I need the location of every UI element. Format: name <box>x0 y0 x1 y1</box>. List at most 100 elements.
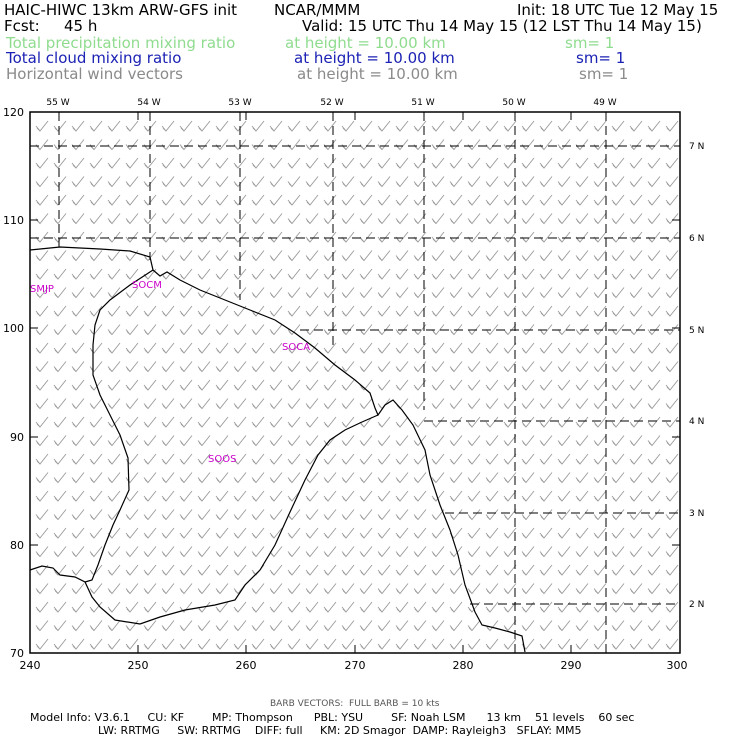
wind-barb <box>287 139 301 151</box>
wind-barb <box>647 435 661 447</box>
wind-barb <box>467 305 481 317</box>
wind-barb <box>593 398 607 410</box>
wind-barb <box>125 490 139 502</box>
wind-barb <box>215 398 229 410</box>
wind-barb <box>377 324 391 336</box>
wind-barb <box>251 453 265 465</box>
wind-barb <box>611 194 625 206</box>
wind-barb <box>593 157 607 169</box>
wind-barb <box>161 564 175 576</box>
wind-barb <box>305 342 319 354</box>
wind-barb <box>215 509 229 521</box>
wind-barb <box>341 601 355 613</box>
wind-barb <box>107 324 121 336</box>
wind-barb <box>143 416 157 428</box>
wind-barb <box>89 379 103 391</box>
wind-barb <box>485 453 499 465</box>
wind-barb <box>107 139 121 151</box>
wind-barb <box>359 620 373 632</box>
wind-barb <box>287 379 301 391</box>
wind-barb <box>647 268 661 280</box>
wind-barb <box>665 527 679 539</box>
wind-barb <box>647 250 661 262</box>
wind-barb <box>503 379 517 391</box>
wind-barb <box>161 435 175 447</box>
wind-barb <box>575 490 589 502</box>
wind-barb <box>107 213 121 225</box>
wind-barb <box>485 583 499 595</box>
wind-barb <box>251 435 265 447</box>
wind-barb <box>377 472 391 484</box>
wind-barb <box>611 305 625 317</box>
wind-barb <box>35 361 49 373</box>
wind-barb <box>107 398 121 410</box>
wind-barb <box>197 472 211 484</box>
wind-barb <box>89 231 103 243</box>
wind-barb <box>503 638 517 650</box>
wind-barb <box>431 287 445 299</box>
wind-barb <box>305 583 319 595</box>
wind-barb <box>611 564 625 576</box>
wind-barb <box>431 564 445 576</box>
wind-barb <box>107 194 121 206</box>
wind-barb <box>323 620 337 632</box>
wind-barb <box>467 490 481 502</box>
station-label: SOCM <box>132 280 162 291</box>
wind-barb <box>323 305 337 317</box>
wind-barb <box>359 176 373 188</box>
x-tick-label: 280 <box>453 659 474 672</box>
wind-barb <box>71 398 85 410</box>
wind-barb <box>197 194 211 206</box>
wind-barb <box>593 305 607 317</box>
wind-barb <box>359 564 373 576</box>
wind-barb <box>629 435 643 447</box>
wind-barb <box>161 157 175 169</box>
wind-barb <box>431 379 445 391</box>
wind-barb <box>287 176 301 188</box>
wind-barb <box>323 231 337 243</box>
wind-barb <box>575 250 589 262</box>
wind-barb <box>89 157 103 169</box>
wind-barb <box>557 583 571 595</box>
wind-barb <box>125 120 139 132</box>
wind-barb <box>341 305 355 317</box>
wind-barb <box>611 583 625 595</box>
wind-barb <box>251 305 265 317</box>
wind-barb <box>629 472 643 484</box>
wind-barb <box>467 379 481 391</box>
wind-barb <box>287 120 301 132</box>
wind-barb <box>179 342 193 354</box>
wind-barb <box>269 250 283 262</box>
wind-barb <box>305 213 319 225</box>
wind-barb <box>485 268 499 280</box>
wind-barb <box>557 176 571 188</box>
wind-barb <box>413 176 427 188</box>
wind-barb <box>287 490 301 502</box>
wind-barb <box>161 509 175 521</box>
wind-barb <box>53 416 67 428</box>
wind-barb <box>161 620 175 632</box>
wind-barb <box>359 583 373 595</box>
wind-barb <box>53 527 67 539</box>
wind-barb <box>395 490 409 502</box>
wind-barb <box>197 287 211 299</box>
wind-barb <box>503 583 517 595</box>
wind-barb <box>539 546 553 558</box>
wind-barb <box>107 583 121 595</box>
lon-label: 49 W <box>593 98 616 108</box>
wind-barb <box>377 176 391 188</box>
wind-barb <box>107 157 121 169</box>
wind-barb <box>359 490 373 502</box>
wind-barb <box>593 435 607 447</box>
wind-barb <box>341 472 355 484</box>
wind-barb <box>305 361 319 373</box>
wind-barb <box>413 453 427 465</box>
wind-barb <box>377 250 391 262</box>
wind-barb <box>161 638 175 650</box>
wind-barb <box>161 472 175 484</box>
wind-barb <box>161 416 175 428</box>
wind-barb <box>629 601 643 613</box>
wind-barb <box>197 305 211 317</box>
wind-barb <box>629 157 643 169</box>
wind-barb <box>269 139 283 151</box>
